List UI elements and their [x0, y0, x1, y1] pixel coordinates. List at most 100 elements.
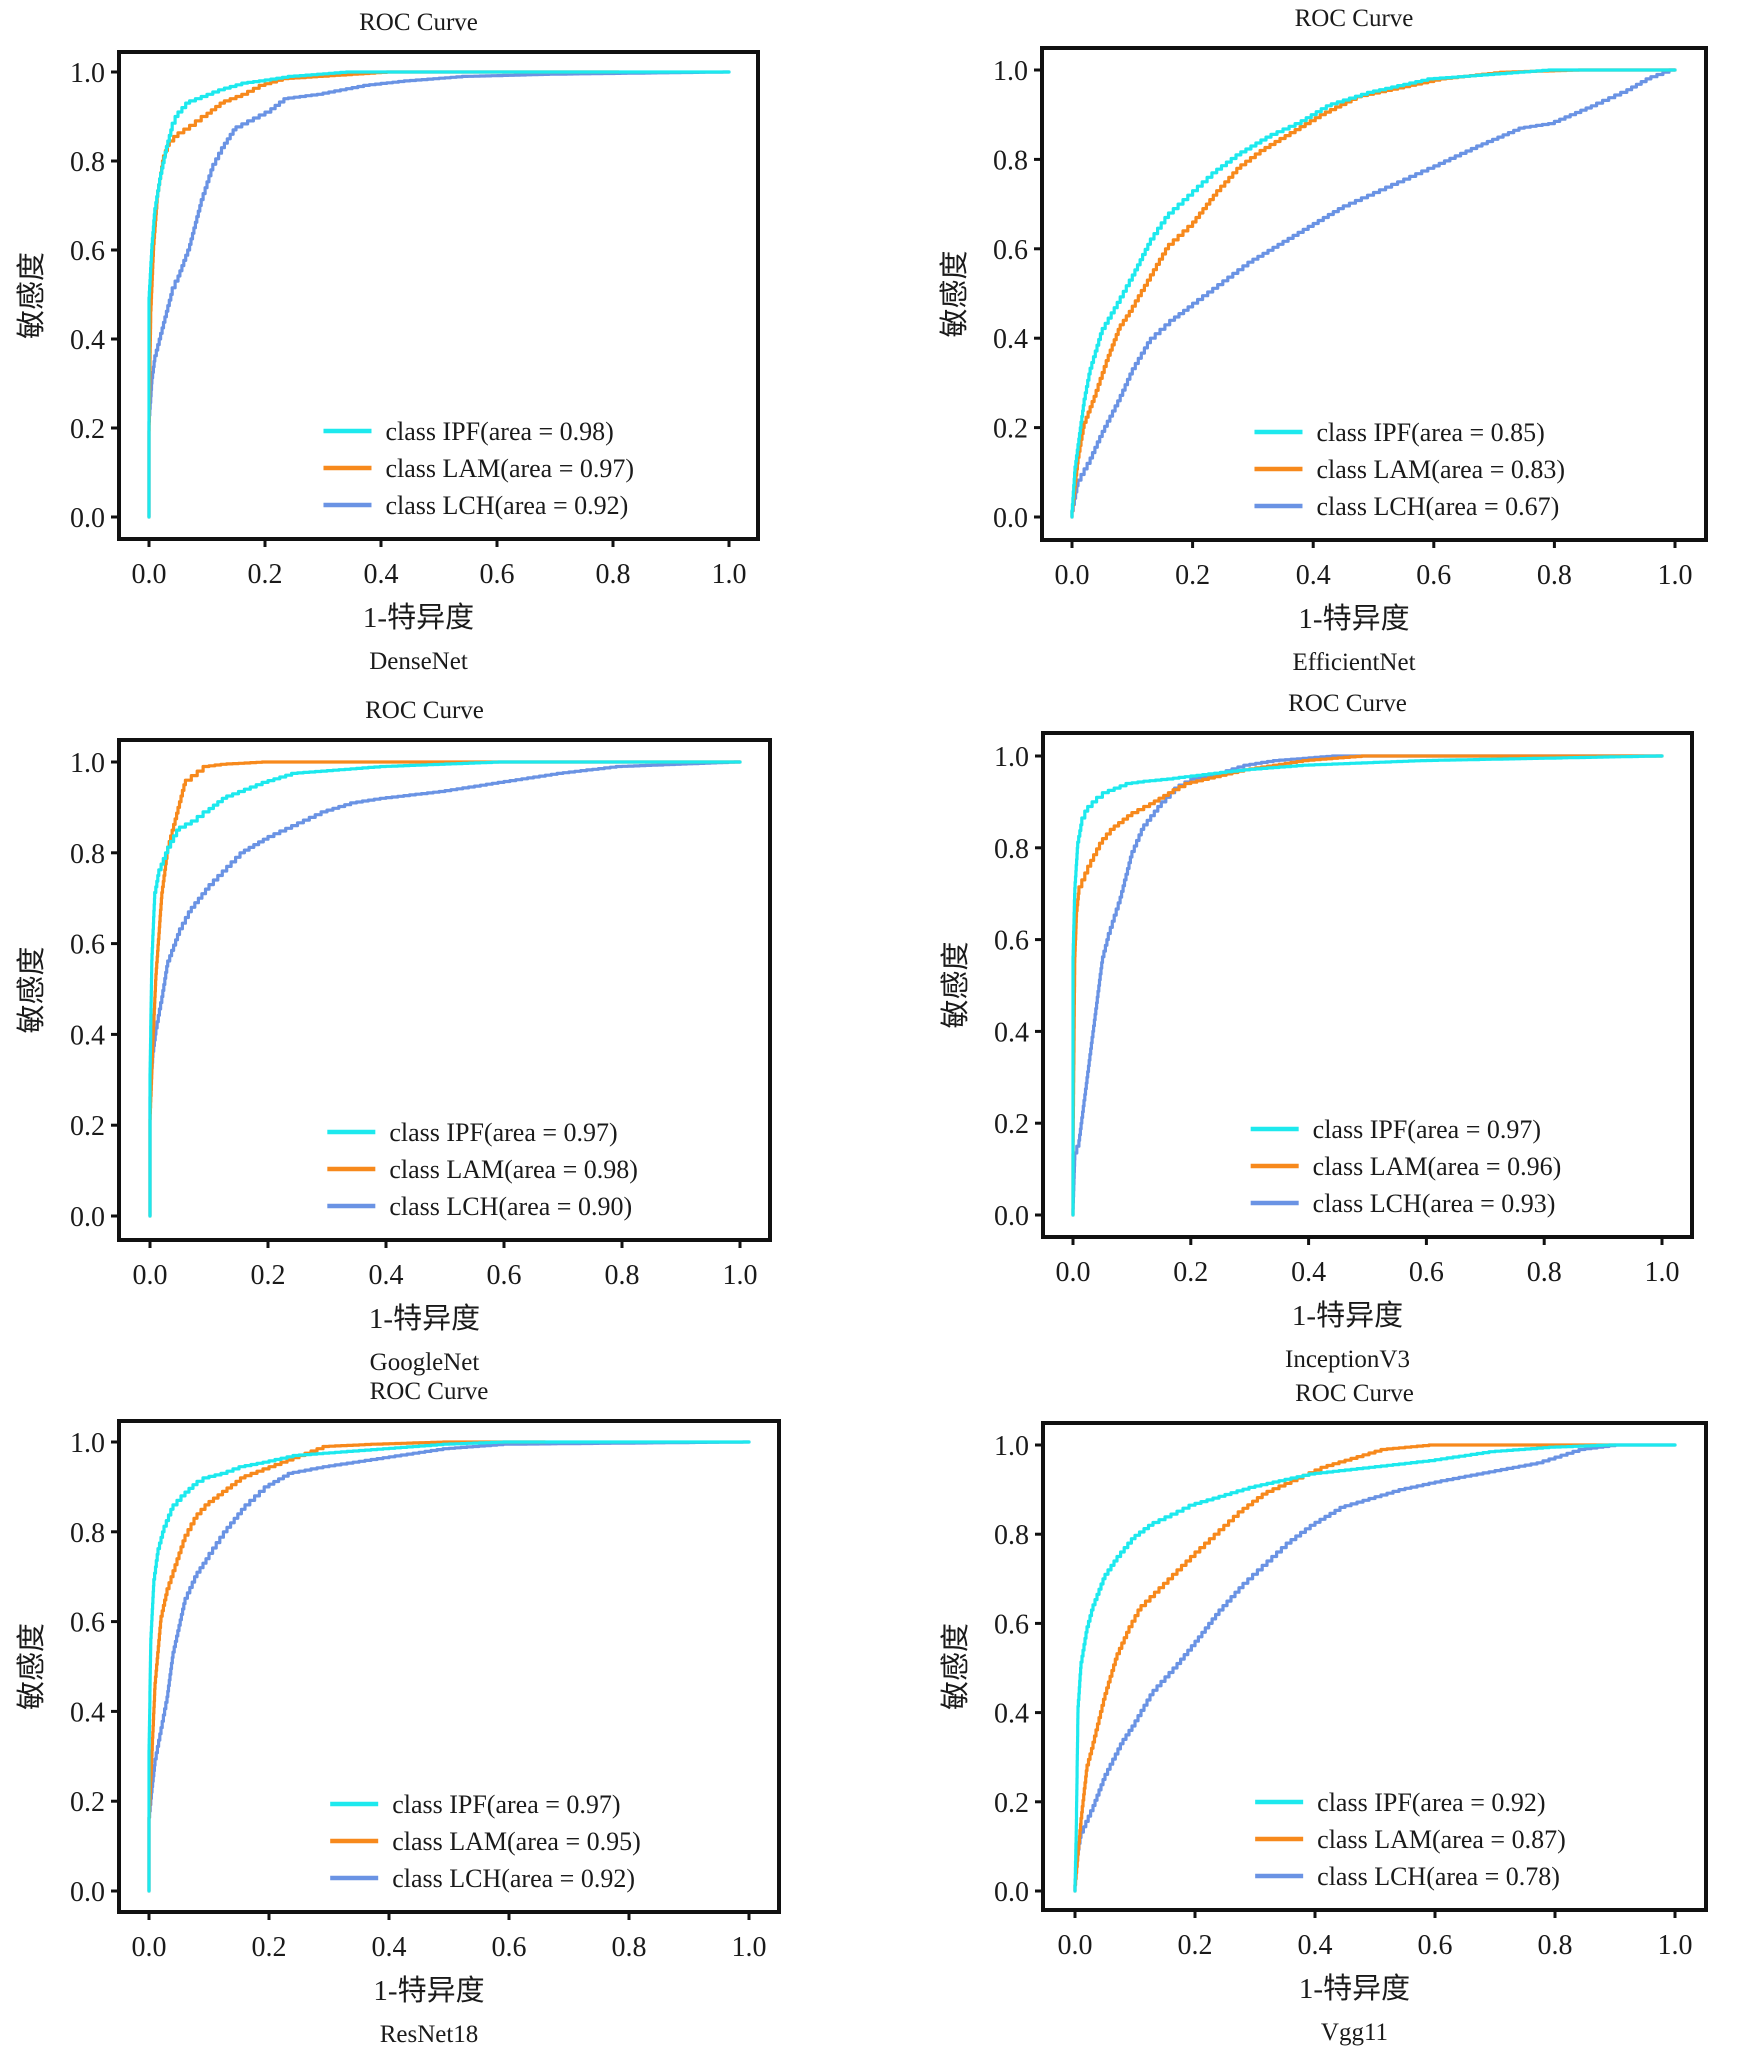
x-tick-label: 0.0: [1055, 560, 1090, 591]
x-tick-label: 0.8: [1538, 1930, 1573, 1961]
x-tick-label: 0.6: [1416, 560, 1451, 591]
legend: class IPF(area = 0.97) class LAM(area = 0…: [327, 1118, 638, 1221]
roc-curve-lam: [147, 1440, 547, 1893]
x-tick-label: 0.4: [1291, 1257, 1326, 1288]
x-tick-label: 0.2: [1173, 1257, 1208, 1288]
y-tick-label: 0.8: [994, 834, 1029, 865]
curves: [147, 1440, 751, 1893]
y-axis-label: 敏感度: [15, 1623, 48, 1710]
y-tick-label: 0.8: [70, 1518, 105, 1549]
x-tick-label: 0.4: [1298, 1930, 1333, 1961]
x-tick-label: 0.6: [487, 1260, 522, 1291]
x-axis-label: 1-特异度: [1299, 1972, 1410, 2005]
curves: [147, 70, 731, 519]
x-tick-label: 0.2: [1175, 560, 1210, 591]
roc-curve-lch: [1070, 68, 1677, 519]
panel-title: ROC Curve: [1288, 690, 1407, 717]
legend-label-lch: class LCH(area = 0.90): [389, 1192, 632, 1221]
legend-label-ipf: class IPF(area = 0.97): [1313, 1115, 1541, 1144]
roc-curve-lch: [1073, 1443, 1677, 1893]
legend: class IPF(area = 0.92) class LAM(area = 0…: [1255, 1788, 1566, 1891]
model-caption: EfficientNet: [1292, 649, 1415, 676]
x-axis-label: 1-特异度: [1298, 602, 1409, 635]
x-axis-label: 1-特异度: [369, 1302, 480, 1335]
panel-title: ROC Curve: [1295, 1380, 1414, 1407]
axes-frame: [1041, 731, 1694, 1239]
y-tick-label: 0.6: [993, 235, 1028, 266]
x-tick-label: 0.0: [132, 559, 167, 590]
x-tick-label: 0.6: [480, 559, 515, 590]
y-tick-label: 0.2: [994, 1109, 1029, 1140]
legend-label-ipf: class IPF(area = 0.92): [1317, 1788, 1545, 1817]
axes-frame: [117, 738, 772, 1242]
roc-curve-ipf: [148, 760, 742, 1218]
y-axis-label: 敏感度: [938, 250, 971, 337]
x-tick-label: 0.6: [492, 1932, 527, 1963]
legend-label-lam: class LAM(area = 0.87): [1317, 1825, 1566, 1854]
y-tick-label: 0.4: [994, 1017, 1029, 1048]
axes-frame: [1041, 1421, 1708, 1912]
y-tick-label: 0.4: [70, 1697, 105, 1728]
y-tick-label: 1.0: [994, 742, 1029, 773]
y-tick-label: 0.0: [994, 1877, 1029, 1908]
y-tick-label: 0.4: [994, 1699, 1029, 1730]
legend-label-lam: class LAM(area = 0.98): [389, 1155, 638, 1184]
axes-frame: [1040, 46, 1708, 542]
y-tick-label: 0.0: [994, 1201, 1029, 1232]
x-tick-label: 1.0: [1658, 1930, 1693, 1961]
x-tick-label: 0.4: [369, 1260, 404, 1291]
x-tick-label: 0.4: [372, 1932, 407, 1963]
y-tick-label: 1.0: [70, 58, 105, 89]
legend-label-ipf: class IPF(area = 0.97): [389, 1118, 617, 1147]
y-axis-label: 敏感度: [15, 252, 48, 339]
x-axis-label: 1-特异度: [1292, 1299, 1403, 1332]
panel-title: ROC Curve: [1295, 5, 1414, 32]
x-tick-label: 0.8: [1537, 560, 1572, 591]
panel-title: ROC Curve: [359, 9, 478, 36]
x-tick-label: 0.0: [1058, 1930, 1093, 1961]
y-tick-label: 0.0: [70, 1877, 105, 1908]
y-tick-label: 1.0: [70, 748, 105, 779]
y-tick-label: 1.0: [70, 1428, 105, 1459]
y-tick-label: 0.6: [70, 930, 105, 961]
model-caption: InceptionV3: [1285, 1346, 1410, 1373]
model-caption: Vgg11: [1321, 2019, 1388, 2046]
x-tick-label: 0.0: [1056, 1257, 1091, 1288]
y-axis-label: 敏感度: [939, 1623, 972, 1710]
legend-label-ipf: class IPF(area = 0.98): [385, 417, 613, 446]
legend: class IPF(area = 0.85) class LAM(area = 0…: [1254, 418, 1565, 521]
y-tick-label: 0.8: [993, 145, 1028, 176]
y-tick-label: 0.6: [994, 926, 1029, 957]
y-tick-label: 0.0: [70, 503, 105, 534]
y-tick-label: 1.0: [994, 1431, 1029, 1462]
x-tick-label: 1.0: [1645, 1257, 1680, 1288]
panel-title: ROC Curve: [370, 1378, 489, 1405]
x-axis-label: 1-特异度: [373, 1974, 484, 2007]
y-tick-label: 0.2: [70, 1787, 105, 1818]
x-tick-label: 0.2: [252, 1932, 287, 1963]
x-tick-label: 1.0: [1658, 560, 1693, 591]
model-caption: GoogleNet: [370, 1349, 480, 1376]
x-tick-label: 1.0: [732, 1932, 767, 1963]
roc-curve-lam: [1073, 1443, 1617, 1893]
legend-label-lch: class LCH(area = 0.93): [1313, 1189, 1556, 1218]
roc-curve-ipf: [147, 70, 731, 519]
y-tick-label: 0.6: [70, 1608, 105, 1639]
legend-label-lam: class LAM(area = 0.97): [385, 454, 634, 483]
y-axis-label: 敏感度: [939, 941, 972, 1028]
axes-frame: [117, 50, 760, 541]
legend: class IPF(area = 0.97) class LAM(area = 0…: [330, 1790, 641, 1893]
curves: [148, 760, 742, 1218]
x-tick-label: 0.2: [248, 559, 283, 590]
legend-label-ipf: class IPF(area = 0.85): [1316, 418, 1544, 447]
y-tick-label: 0.8: [70, 147, 105, 178]
legend-label-lam: class LAM(area = 0.95): [392, 1827, 641, 1856]
model-caption: ResNet18: [380, 2021, 479, 2048]
axes-frame: [117, 1419, 781, 1914]
x-tick-label: 0.8: [612, 1932, 647, 1963]
y-tick-label: 0.4: [70, 1020, 105, 1051]
